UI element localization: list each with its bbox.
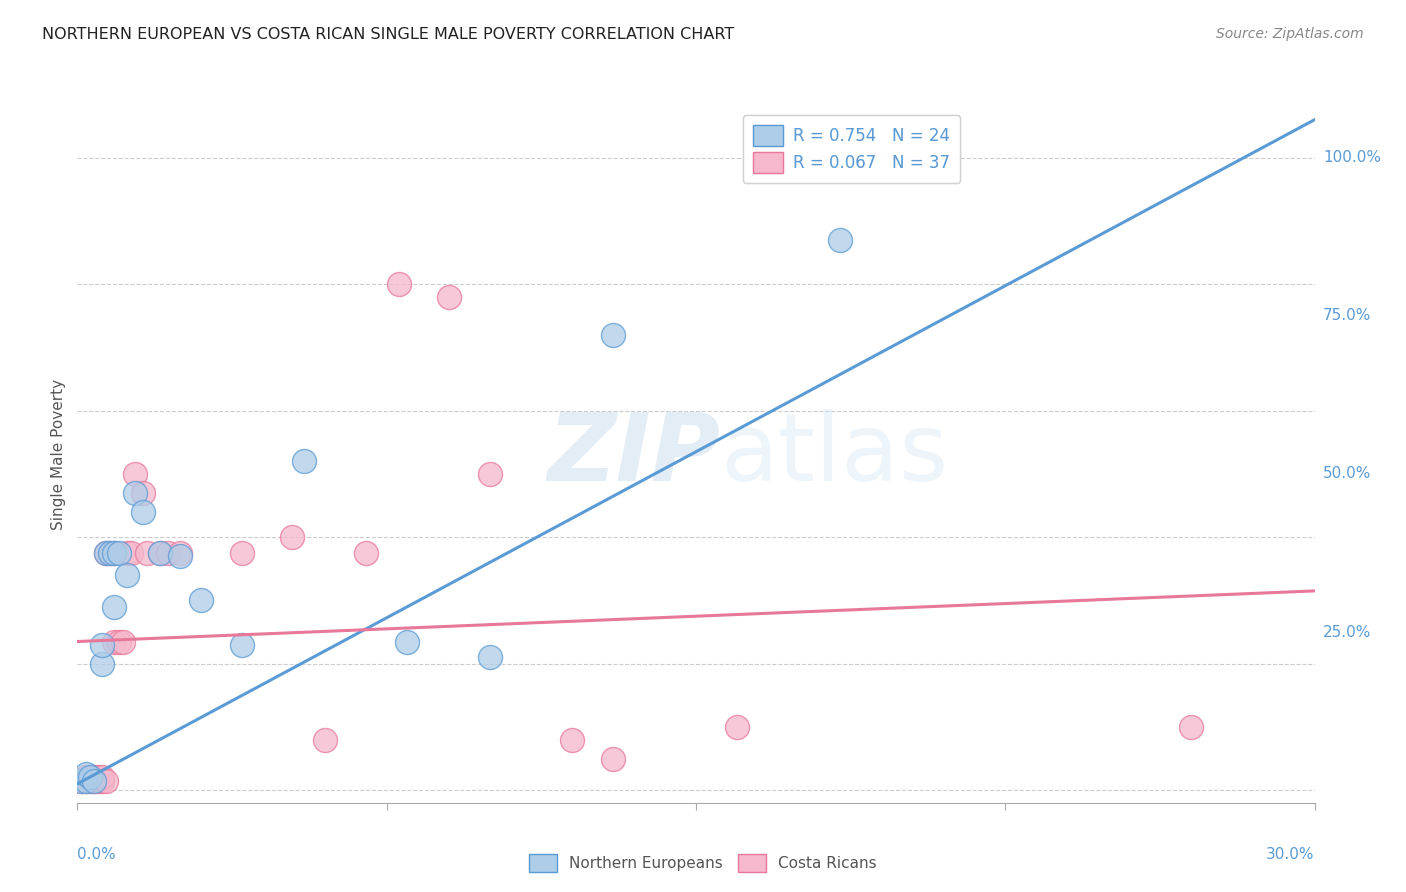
Point xyxy=(91,657,114,671)
Point xyxy=(83,773,105,788)
Point xyxy=(157,546,180,560)
Text: 25.0%: 25.0% xyxy=(1323,624,1371,640)
Point xyxy=(87,771,110,785)
Point xyxy=(124,467,146,481)
Text: 50.0%: 50.0% xyxy=(1323,467,1371,482)
Point xyxy=(120,546,142,560)
Point xyxy=(124,486,146,500)
Point xyxy=(190,593,212,607)
Point xyxy=(107,546,129,560)
Point xyxy=(830,233,852,247)
Text: atlas: atlas xyxy=(721,409,949,501)
Point xyxy=(136,546,159,560)
Point xyxy=(115,546,138,560)
Point xyxy=(292,454,315,468)
Point xyxy=(281,530,304,544)
Point xyxy=(75,771,97,785)
Point xyxy=(103,546,125,560)
Point xyxy=(602,327,624,342)
Point xyxy=(231,546,253,560)
Point xyxy=(83,773,105,788)
Point xyxy=(79,771,101,785)
Point xyxy=(83,771,105,785)
Point xyxy=(79,771,101,785)
Text: Source: ZipAtlas.com: Source: ZipAtlas.com xyxy=(1216,27,1364,41)
Point xyxy=(103,546,125,560)
Point xyxy=(314,732,336,747)
Point xyxy=(354,546,377,560)
Point xyxy=(91,638,114,652)
Point xyxy=(725,720,748,734)
Point xyxy=(75,767,97,781)
Point xyxy=(169,546,191,560)
Point xyxy=(561,732,583,747)
Point xyxy=(115,568,138,582)
Legend: R = 0.754   N = 24, R = 0.067   N = 37: R = 0.754 N = 24, R = 0.067 N = 37 xyxy=(742,115,960,183)
Point xyxy=(79,773,101,788)
Text: ZIP: ZIP xyxy=(548,409,721,501)
Point xyxy=(91,773,114,788)
Text: 75.0%: 75.0% xyxy=(1323,309,1371,323)
Point xyxy=(149,546,172,560)
Point xyxy=(103,599,125,614)
Point xyxy=(98,546,121,560)
Point xyxy=(87,773,110,788)
Point xyxy=(96,546,118,560)
Y-axis label: Single Male Poverty: Single Male Poverty xyxy=(51,379,66,531)
Point xyxy=(478,650,501,665)
Text: 0.0%: 0.0% xyxy=(77,847,117,863)
Point xyxy=(1180,720,1202,734)
Point xyxy=(96,546,118,560)
Point xyxy=(388,277,411,292)
Point xyxy=(107,634,129,648)
Point xyxy=(96,773,118,788)
Point xyxy=(132,486,155,500)
Point xyxy=(103,634,125,648)
Point xyxy=(111,634,134,648)
Point xyxy=(396,634,419,648)
Text: 30.0%: 30.0% xyxy=(1267,847,1315,863)
Point xyxy=(91,771,114,785)
Text: 100.0%: 100.0% xyxy=(1323,150,1381,165)
Point xyxy=(70,773,93,788)
Point xyxy=(75,773,97,788)
Point xyxy=(478,467,501,481)
Point xyxy=(602,751,624,765)
Legend: Northern Europeans, Costa Ricans: Northern Europeans, Costa Ricans xyxy=(522,846,884,880)
Point xyxy=(149,546,172,560)
Point xyxy=(132,505,155,519)
Point xyxy=(75,773,97,788)
Point xyxy=(169,549,191,563)
Point xyxy=(231,638,253,652)
Point xyxy=(70,773,93,788)
Point xyxy=(437,290,460,304)
Point xyxy=(98,546,121,560)
Text: NORTHERN EUROPEAN VS COSTA RICAN SINGLE MALE POVERTY CORRELATION CHART: NORTHERN EUROPEAN VS COSTA RICAN SINGLE … xyxy=(42,27,734,42)
